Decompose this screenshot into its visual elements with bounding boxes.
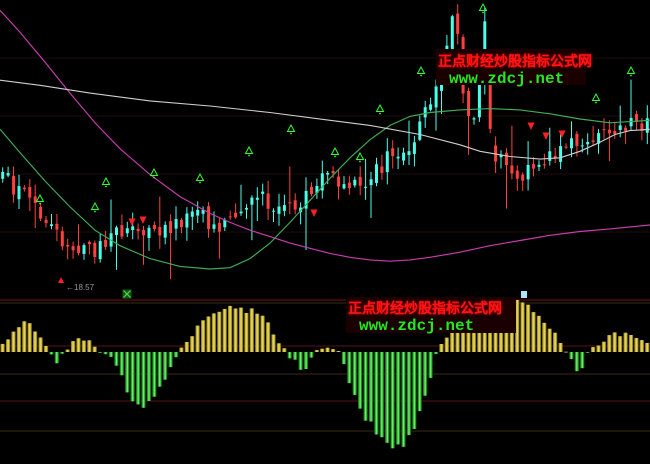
svg-text:←18.57: ←18.57 [66, 283, 95, 292]
